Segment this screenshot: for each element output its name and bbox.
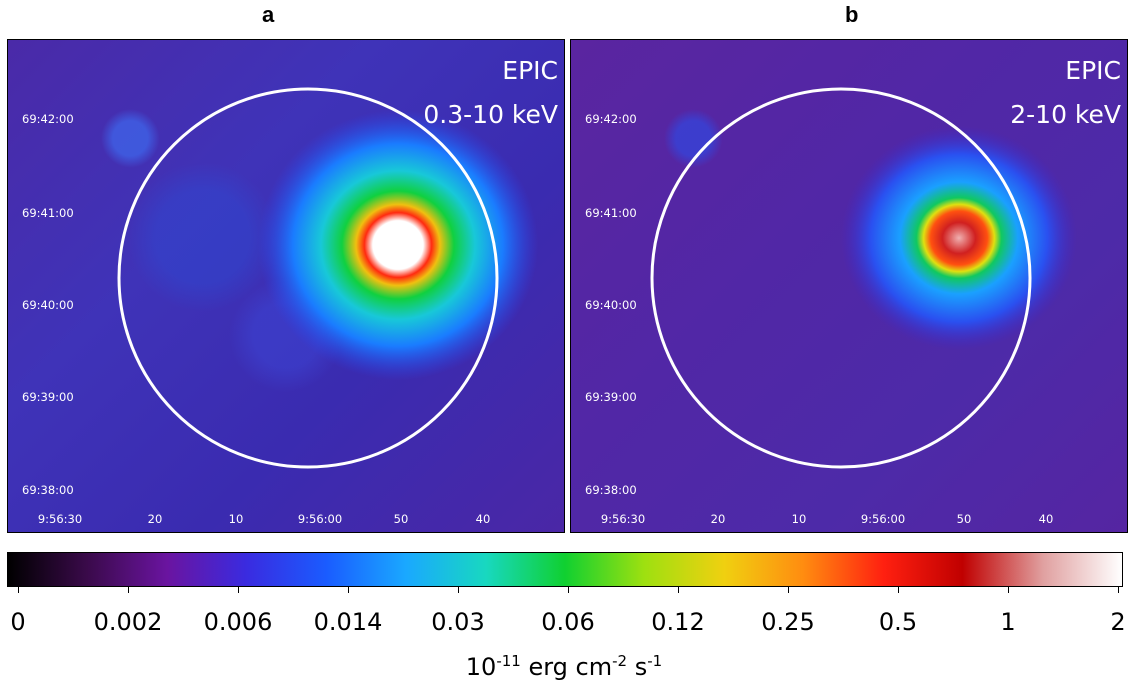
panel-b-image: 69:42:00 69:41:00 69:40:00 69:39:00 69:3… bbox=[570, 39, 1128, 533]
panel-a-letter: a bbox=[262, 2, 275, 27]
units-s: s bbox=[634, 653, 648, 681]
panel-b-extraction-circle bbox=[650, 87, 1032, 469]
units-erg: erg cm bbox=[528, 653, 613, 681]
panel-a-instrument-label: EPIC bbox=[502, 56, 558, 85]
panel-a-ytick: 69:41:00 bbox=[22, 206, 74, 220]
panel-b-xtick: 20 bbox=[710, 512, 726, 526]
colorbar-tick-mark bbox=[348, 587, 349, 593]
colorbar-tick-label: 0.5 bbox=[878, 608, 918, 636]
panel-a-xtick: 10 bbox=[228, 512, 244, 526]
units-exponent: -11 bbox=[496, 652, 521, 670]
panel-b-xtick: 9:56:30 bbox=[600, 512, 646, 526]
panel-a-xtick: 50 bbox=[393, 512, 409, 526]
panel-a-image: 69:42:00 69:41:00 69:40:00 69:39:00 69:3… bbox=[7, 39, 565, 533]
colorbar-tick-label: 0.006 bbox=[203, 608, 273, 636]
units-base: 10 bbox=[465, 653, 497, 681]
panel-a-xtick: 9:56:00 bbox=[297, 512, 343, 526]
panel-b-source-glow bbox=[841, 126, 1077, 350]
panel-b-ytick: 69:41:00 bbox=[585, 206, 637, 220]
colorbar-units-label: 10-11 erg cm-2 s-1 bbox=[0, 652, 1128, 681]
colorbar-tick-mark bbox=[458, 587, 459, 593]
panel-a-band-label: 0.3-10 keV bbox=[423, 100, 558, 129]
colorbar-tick-label: 0.03 bbox=[431, 608, 485, 636]
colorbar-tick-mark bbox=[1118, 587, 1119, 593]
panel-b-ytick: 69:39:00 bbox=[585, 390, 637, 404]
units-s-exponent: -1 bbox=[647, 652, 663, 670]
panel-b-xtick: 9:56:00 bbox=[860, 512, 906, 526]
panel-a-xtick: 20 bbox=[147, 512, 163, 526]
panel-b-band-label: 2-10 keV bbox=[1010, 100, 1121, 129]
colorbar-tick-mark bbox=[238, 587, 239, 593]
colorbar-tick-label: 0.12 bbox=[651, 608, 705, 636]
panel-a-xtick: 9:56:30 bbox=[37, 512, 83, 526]
units-cm-exponent: -2 bbox=[612, 652, 628, 670]
colorbar-tick-label: 0 bbox=[10, 608, 26, 636]
panel-a-xtick: 40 bbox=[475, 512, 491, 526]
panel-b-xtick: 40 bbox=[1038, 512, 1054, 526]
panel-a-overlay bbox=[117, 87, 538, 469]
panel-b-letter: b bbox=[845, 2, 859, 27]
colorbar-tick-mark bbox=[788, 587, 789, 593]
colorbar-tick-label: 1 bbox=[1000, 608, 1016, 636]
panel-a-ytick: 69:40:00 bbox=[22, 298, 74, 312]
colorbar-tick-label: 0.06 bbox=[541, 608, 595, 636]
panel-a-ytick: 69:39:00 bbox=[22, 390, 74, 404]
colorbar-tick-mark bbox=[898, 587, 899, 593]
panel-a-source-glow bbox=[258, 110, 538, 380]
colorbar bbox=[7, 552, 1123, 587]
colorbar-tick-label: 0.002 bbox=[93, 608, 163, 636]
colorbar-tick-label: 2 bbox=[1110, 608, 1126, 636]
panel-b-xtick: 50 bbox=[956, 512, 972, 526]
panel-b-xtick: 10 bbox=[791, 512, 807, 526]
colorbar-tick-mark bbox=[678, 587, 679, 593]
panel-b-ytick: 69:38:00 bbox=[585, 483, 637, 497]
colorbar-tick-label: 0.014 bbox=[313, 608, 383, 636]
colorbar-tick-mark bbox=[18, 587, 19, 593]
panel-b-ytick: 69:40:00 bbox=[585, 298, 637, 312]
panel-b-overlay bbox=[650, 87, 1077, 469]
panel-a-extraction-circle bbox=[117, 87, 499, 469]
panel-b-instrument-label: EPIC bbox=[1065, 56, 1121, 85]
panel-b-ytick: 69:42:00 bbox=[585, 112, 637, 126]
panel-a-ytick: 69:38:00 bbox=[22, 483, 74, 497]
colorbar-tick-mark bbox=[1008, 587, 1009, 593]
panel-a-ytick: 69:42:00 bbox=[22, 112, 74, 126]
colorbar-tick-mark bbox=[128, 587, 129, 593]
colorbar-tick-mark bbox=[568, 587, 569, 593]
colorbar-tick-label: 0.25 bbox=[761, 608, 815, 636]
